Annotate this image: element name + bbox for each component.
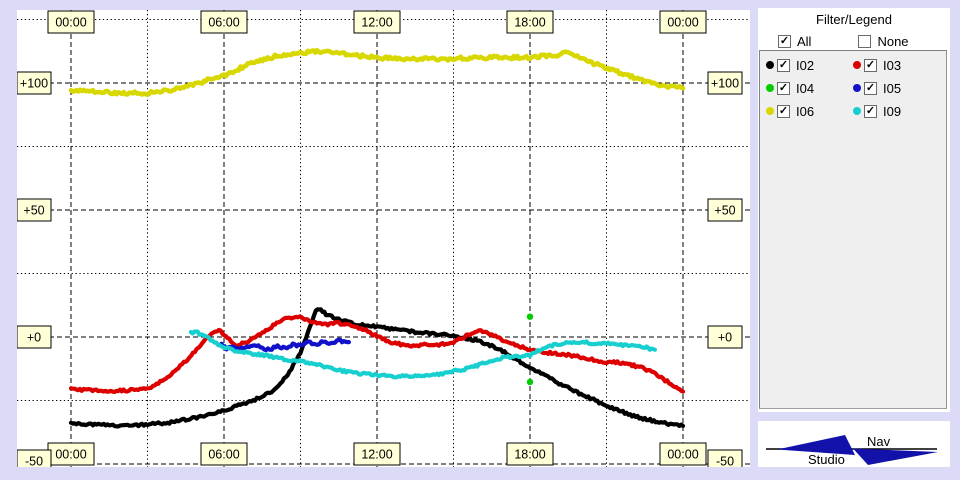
legend-item-I02[interactable]: ✓ I02	[766, 55, 853, 75]
x-tick-bottom-1: 06:00	[208, 448, 239, 462]
x-tick-bottom-2-box	[353, 442, 401, 466]
series-color-dot	[853, 84, 861, 92]
legend-item-I09[interactable]: ✓ I09	[853, 101, 940, 121]
y-tick-left-0: +100	[20, 77, 48, 91]
all-checkbox[interactable]: ✓	[778, 34, 791, 48]
series-label: I09	[883, 103, 902, 119]
series-color-dot	[853, 107, 861, 115]
navstudio-logo-graphic: Nav Studio	[766, 434, 938, 467]
y-tick-left-3: -50	[25, 455, 43, 468]
y-tick-left-2-box	[17, 325, 52, 349]
y-tick-right-3-box	[707, 449, 743, 467]
x-tick-top-3: 18:00	[514, 16, 545, 30]
y-tick-left-3-box	[17, 449, 52, 467]
x-tick-top-2: 12:00	[361, 16, 392, 30]
x-tick-top-2-box	[353, 10, 401, 34]
y-tick-right-1: +50	[714, 204, 735, 218]
series-label: I04	[796, 80, 815, 96]
series-checkbox-I05[interactable]: ✓	[864, 81, 877, 95]
x-tick-top-0: 00:00	[55, 16, 86, 30]
series-I04-dot	[526, 313, 534, 320]
series-I05-line	[219, 337, 351, 353]
y-tick-right-2-box	[707, 325, 743, 349]
time-series-chart: 00:00 00:00 06:00 06:00 12:00 12:00 18:00 18:00…	[17, 10, 750, 467]
x-tick-bottom-2: 12:00	[361, 448, 392, 462]
none-label: None	[877, 33, 909, 49]
series-color-dot	[766, 61, 774, 69]
series-I02-line	[68, 307, 686, 429]
series-label: I05	[883, 80, 902, 96]
y-tick-left-2: +0	[27, 331, 41, 345]
legend-title: Filter/Legend	[816, 12, 892, 27]
x-tick-top-1-box	[200, 10, 248, 34]
y-tick-right-2: +0	[718, 331, 732, 345]
series-I06-line	[68, 47, 686, 97]
x-tick-bottom-3: 18:00	[514, 448, 545, 462]
filter-all-option[interactable]: ✓ All	[778, 34, 811, 49]
x-tick-bottom-4-box	[659, 442, 707, 466]
legend-list: ✓ I02 ✓ I03 ✓ I04 ✓ I05 ✓ I06 ✓ I09	[759, 50, 947, 409]
legend-item-I05[interactable]: ✓ I05	[853, 78, 940, 98]
series-checkbox-I04[interactable]: ✓	[777, 81, 790, 95]
legend-item-I06[interactable]: ✓ I06	[766, 101, 853, 121]
y-tick-right-1-box	[707, 198, 743, 222]
none-checkbox[interactable]	[858, 34, 872, 48]
series-checkbox-I02[interactable]: ✓	[777, 58, 790, 72]
legend-grid: ✓ I02 ✓ I03 ✓ I04 ✓ I05 ✓ I06 ✓ I09	[766, 55, 940, 121]
chart-plot-area: 00:00 00:00 06:00 06:00 12:00 12:00 18:00 18:00…	[17, 10, 750, 467]
y-tick-left-1: +50	[23, 204, 44, 218]
x-tick-bottom-1-box	[200, 442, 248, 466]
series-color-dot	[766, 84, 774, 92]
series-checkbox-I06[interactable]: ✓	[777, 104, 790, 118]
x-tick-top-1: 06:00	[208, 16, 239, 30]
series-I03-line	[68, 314, 686, 394]
x-tick-top-4: 00:00	[667, 16, 698, 30]
y-tick-right-0: +100	[711, 77, 739, 91]
legend-item-I04[interactable]: ✓ I04	[766, 78, 853, 98]
series-I09-line	[188, 329, 657, 380]
series-color-dot	[853, 61, 861, 69]
logo-upper-triangle	[777, 435, 855, 455]
series-color-dot	[766, 107, 774, 115]
x-tick-top-3-box	[506, 10, 554, 34]
series-label: I02	[796, 57, 815, 73]
series-checkbox-I09[interactable]: ✓	[864, 104, 877, 118]
filter-none-option[interactable]: None	[858, 33, 909, 49]
series-label: I03	[883, 57, 902, 73]
x-tick-bottom-0: 00:00	[55, 448, 86, 462]
logo-studio-text: Studio	[808, 452, 845, 467]
all-label: All	[797, 33, 812, 49]
x-tick-bottom-4: 00:00	[667, 448, 698, 462]
logo-lower-triangle	[853, 448, 938, 465]
series-checkbox-I03[interactable]: ✓	[864, 58, 877, 72]
y-tick-right-3: -50	[716, 455, 734, 468]
logo-nav-text: Nav	[867, 434, 891, 449]
y-tick-left-1-box	[17, 198, 52, 222]
series-I04-dot	[526, 378, 534, 386]
filter-options-row: ✓ All None	[758, 32, 950, 50]
y-tick-left-0-box	[17, 71, 52, 95]
navstudio-logo: Nav Studio	[758, 421, 950, 467]
x-tick-top-4-box	[659, 10, 707, 34]
legend-item-I03[interactable]: ✓ I03	[853, 55, 940, 75]
x-tick-top-0-box	[47, 10, 95, 34]
filter-legend-panel: Filter/Legend ✓ All None ✓ I02 ✓ I03 ✓ I04 ✓ I0…	[758, 8, 950, 412]
series-label: I06	[796, 103, 815, 119]
y-tick-right-0-box	[707, 71, 743, 95]
x-tick-bottom-3-box	[506, 442, 554, 466]
